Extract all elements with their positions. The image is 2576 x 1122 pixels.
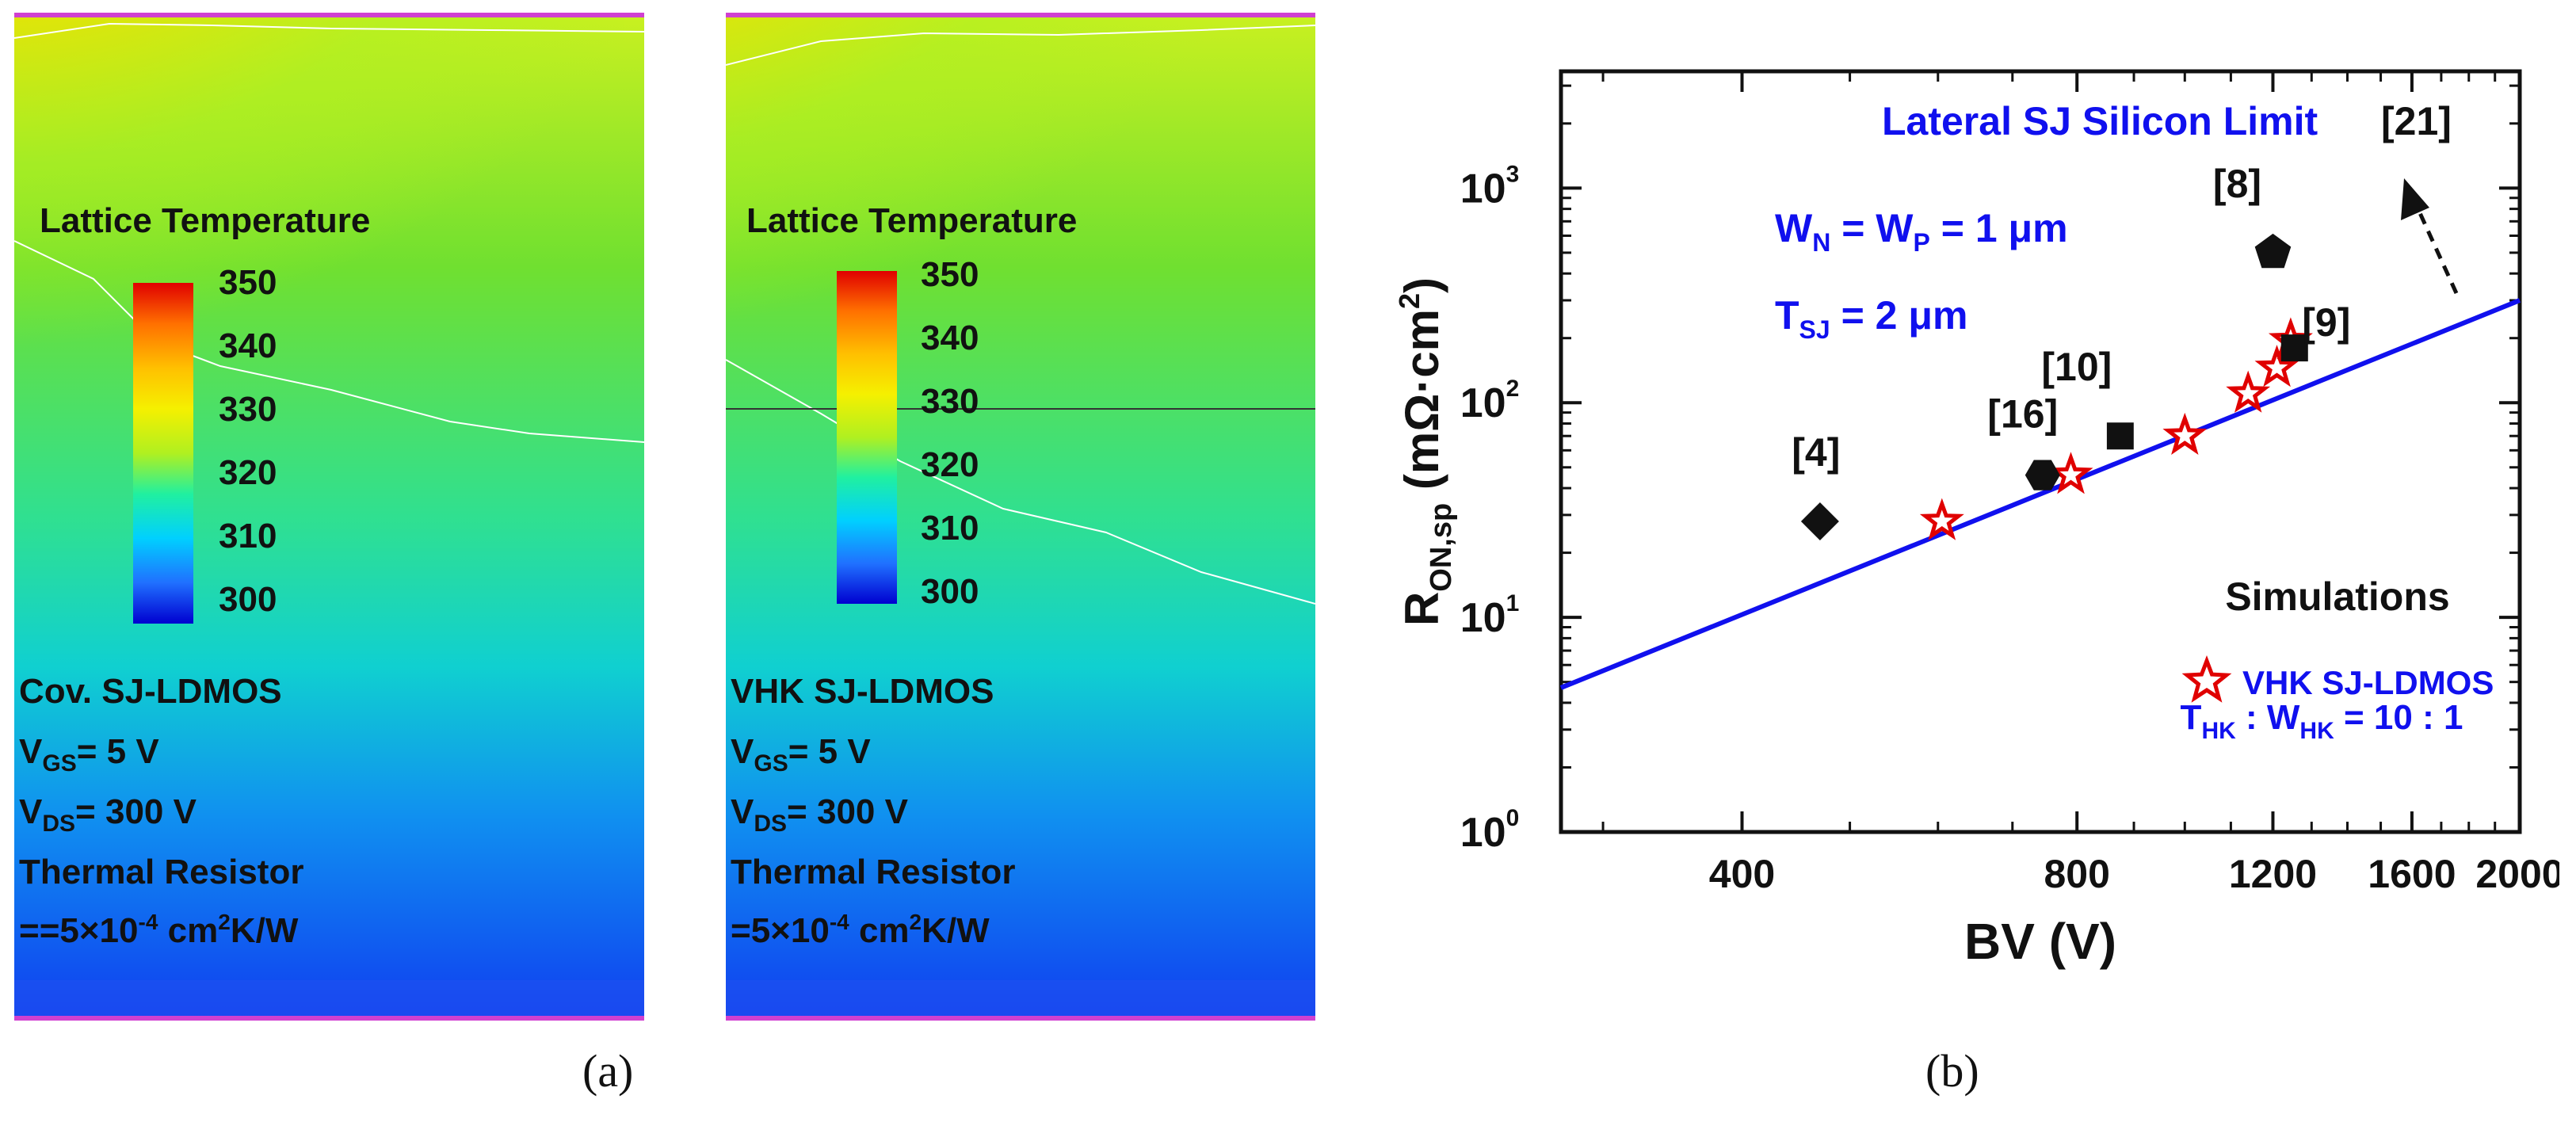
x-tick-label: 400 <box>1709 852 1775 896</box>
x-tick-label: 1600 <box>2368 852 2456 896</box>
reference-label: [4] <box>1792 430 1840 475</box>
limit-line-label: Lateral SJ Silicon Limit <box>1882 99 2318 143</box>
legend-label: VHK SJ-LDMOS <box>2242 664 2494 701</box>
vgs-label: VGS= 5 V <box>731 732 871 777</box>
reference-label: [16] <box>1987 392 2058 437</box>
colorbar-tick: 330 <box>921 382 979 421</box>
colorbar <box>133 283 193 624</box>
thk-annotation: THK : WHK = 10 : 1 <box>2181 698 2463 744</box>
simulation-star-point <box>1919 498 1964 540</box>
tsj-annotation: TSJ = 2 μm <box>1775 293 1967 344</box>
colorbar-tick: 310 <box>921 509 979 548</box>
chart-labels: 100 101 102 103 400 800 1200 1600 2000 BV (V) RON,… <box>1393 99 2559 970</box>
plot-frame <box>1559 69 2522 834</box>
resistor-value: ==5×10-4 cm2K/W <box>19 910 299 950</box>
heatmap-panel-vhk: Lattice Temperature 350 340 330 320 310 … <box>726 13 1315 1021</box>
bottom-band <box>14 980 644 1016</box>
limit-ref-label: [21] <box>2381 99 2452 143</box>
colorbar-title: Lattice Temperature <box>746 201 1078 240</box>
wn-wp-annotation: WN = WP = 1 μm <box>1775 206 2068 257</box>
colorbar-tick: 310 <box>219 517 277 555</box>
colorbar-tick: 300 <box>921 572 979 611</box>
vds-label: VDS= 300 V <box>19 792 197 837</box>
caption-b: (b) <box>1925 1045 1979 1097</box>
y-tick-label: 101 <box>1460 590 1520 641</box>
simulation-star-point <box>2048 452 2093 494</box>
caption-a: (a) <box>582 1045 634 1097</box>
colorbar-tick: 340 <box>219 326 277 365</box>
simulation-star-point <box>2254 345 2299 387</box>
colorbar-tick: 300 <box>219 580 277 619</box>
x-axis-title: BV (V) <box>1964 913 2116 970</box>
reference-label: [8] <box>2213 162 2261 206</box>
colorbar-tick: 330 <box>219 390 277 429</box>
colorbar <box>837 271 897 604</box>
x-tick-label: 800 <box>2044 852 2109 896</box>
colorbar-tick: 320 <box>219 453 277 492</box>
x-tick-label: 2000 <box>2475 852 2559 896</box>
contour-line <box>14 240 644 443</box>
simulation-star-point <box>2226 370 2271 413</box>
x-tick-label: 1200 <box>2229 852 2317 896</box>
axes <box>1559 69 2522 834</box>
simulations-title: Simulations <box>2225 574 2449 619</box>
resistor-label: Thermal Resistor <box>19 853 304 891</box>
y-tick-label: 102 <box>1460 376 1520 426</box>
data-marks <box>1559 178 2521 703</box>
bottom-band <box>726 980 1315 1016</box>
reference-square-point <box>2280 334 2308 362</box>
colorbar-tick: 340 <box>921 319 979 357</box>
resistor-label: Thermal Resistor <box>731 853 1016 891</box>
reference-square-point <box>2106 422 2134 450</box>
heatmap-panel-cov: Lattice Temperature 350 340 330 320 310 … <box>14 13 644 1021</box>
colorbar-tick: 320 <box>921 445 979 484</box>
vgs-label: VGS= 5 V <box>19 732 159 777</box>
device-label: VHK SJ-LDMOS <box>731 672 994 711</box>
colorbar-title: Lattice Temperature <box>40 201 371 240</box>
vds-label: VDS= 300 V <box>731 792 908 837</box>
y-tick-label: 103 <box>1460 161 1520 212</box>
limit-arrow-shaft <box>2414 204 2459 295</box>
contour-line <box>726 25 1315 66</box>
simulation-star-point <box>2162 412 2208 455</box>
rds-vs-bv-chart: 100 101 102 103 400 800 1200 1600 2000 BV (V) RON,… <box>1393 69 2559 970</box>
colorbar-tick: 350 <box>219 263 277 302</box>
reference-pentagon-point <box>2254 233 2292 269</box>
contour-line <box>726 359 1315 605</box>
device-label: Cov. SJ-LDMOS <box>19 672 282 711</box>
reference-diamond-point <box>1800 502 1839 540</box>
legend-star-marker <box>2181 654 2232 703</box>
y-tick-label: 100 <box>1460 805 1520 856</box>
colorbar-tick: 350 <box>921 255 979 294</box>
limit-arrow-head <box>2401 178 2429 220</box>
y-axis-title: RON,sp (mΩ·cm2) <box>1393 277 1458 626</box>
contour-line <box>14 22 644 39</box>
reference-label: [10] <box>2041 345 2112 389</box>
silicon-limit-line <box>1559 298 2521 690</box>
reference-label: [9] <box>2302 300 2350 345</box>
resistor-value: =5×10-4 cm2K/W <box>731 910 990 950</box>
reference-hexagon-point <box>2025 460 2060 490</box>
